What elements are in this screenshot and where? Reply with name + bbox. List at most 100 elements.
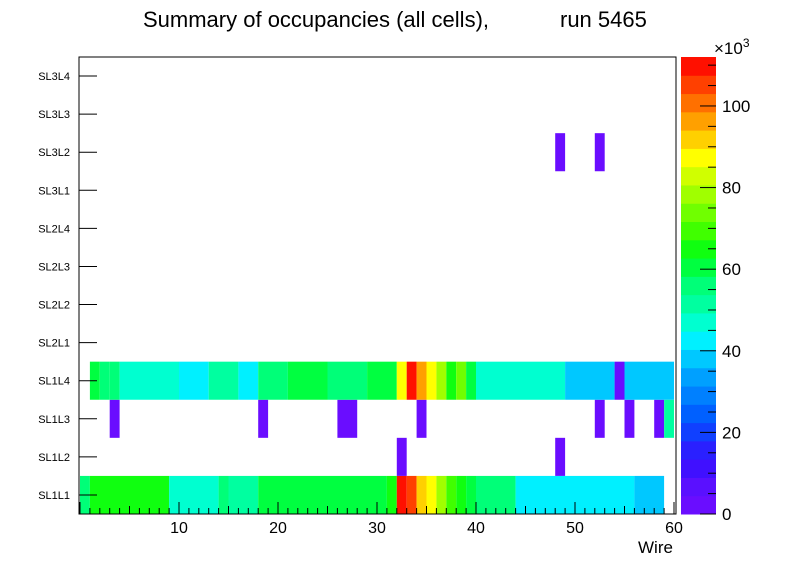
x-tick-label: 40 <box>467 520 485 537</box>
heatmap-cell <box>416 361 427 400</box>
z-tick-label: 40 <box>722 342 741 361</box>
heatmap-cell <box>396 475 407 514</box>
heatmap-cell <box>654 399 665 438</box>
color-scale-band <box>681 75 716 95</box>
heatmap-cell <box>258 399 269 438</box>
heatmap-cell <box>436 361 447 400</box>
color-scale-band <box>681 440 716 460</box>
color-scale-band <box>681 258 716 277</box>
x-axis-label: Wire <box>638 538 673 557</box>
color-scale <box>681 57 716 515</box>
heatmap-cell <box>416 475 427 514</box>
z-tick-label: 20 <box>722 423 741 442</box>
color-scale-band <box>681 349 716 369</box>
heatmap-cell <box>228 475 259 514</box>
heatmap-cell <box>386 475 397 514</box>
x-tick-label: 10 <box>170 520 188 537</box>
heatmap-cell <box>634 475 665 514</box>
y-tick-label: SL2L1 <box>38 338 70 350</box>
z-tick-label: 60 <box>722 260 741 279</box>
heatmap-cell <box>406 361 417 400</box>
heatmap-cell <box>109 361 120 400</box>
y-tick-label: SL2L4 <box>38 223 70 235</box>
heatmap-cell <box>406 475 417 514</box>
heatmap-cell <box>555 437 566 476</box>
heatmap-cell <box>594 133 605 172</box>
plot-frame <box>78 56 677 515</box>
heatmap-cell <box>367 361 397 400</box>
heatmap-cell <box>624 399 635 438</box>
z-tick-label: 100 <box>722 97 750 116</box>
heatmap-cell <box>565 361 615 400</box>
color-scale-band <box>681 203 716 223</box>
heatmap-cells <box>80 133 674 514</box>
heatmap-cell <box>594 399 605 438</box>
heatmap-cell <box>337 399 358 438</box>
color-scale-band <box>681 111 716 131</box>
heatmap-cell <box>446 361 457 400</box>
color-scale-band <box>681 386 716 405</box>
y-axis: SL1L1 SL1L2 SL1L3 SL1L4 SL2L1 SL2L2 SL2L3 SL2L4… <box>38 71 97 502</box>
color-scale-band <box>681 422 716 442</box>
color-scale-band <box>681 148 716 168</box>
y-tick-label: SL3L3 <box>38 109 70 121</box>
heatmap-cell <box>624 361 674 400</box>
z-tick-label: 80 <box>722 179 741 198</box>
y-tick-label: SL1L2 <box>38 452 70 464</box>
color-scale-band <box>681 331 716 350</box>
color-scale-band <box>681 239 716 259</box>
y-tick-label: SL3L2 <box>38 147 70 159</box>
color-scale-band <box>681 404 716 424</box>
color-scale-band <box>681 477 716 497</box>
color-scale-band <box>681 93 716 113</box>
heatmap-cell <box>476 475 516 514</box>
heatmap-cell <box>258 475 387 514</box>
x-axis: 10 20 30 40 50 60 <box>79 502 683 537</box>
color-scale-band <box>681 312 716 332</box>
heatmap-cell <box>99 361 110 400</box>
color-scale-band <box>681 130 716 149</box>
heatmap-cell <box>169 475 219 514</box>
chart-title: Summary of occupancies (all cells), <box>143 7 489 32</box>
y-tick-label: SL2L2 <box>38 300 70 312</box>
color-scale-band <box>681 184 716 204</box>
heatmap-cell <box>446 475 457 514</box>
x-tick-label: 50 <box>566 520 584 537</box>
heatmap-cell <box>456 475 467 514</box>
y-tick-label: SL2L3 <box>38 261 70 273</box>
heatmap-cell <box>208 361 239 400</box>
color-scale-exponent: ×103 <box>714 36 750 58</box>
run-label: run 5465 <box>560 7 647 32</box>
color-scale-band <box>681 221 716 241</box>
heatmap-cell <box>119 361 179 400</box>
y-tick-label: SL1L1 <box>38 490 70 502</box>
color-scale-band <box>681 367 716 387</box>
heatmap-cell <box>109 399 120 438</box>
y-tick-label: SL3L4 <box>38 71 70 83</box>
heatmap-cell <box>476 361 566 400</box>
heatmap-cell <box>555 133 566 172</box>
z-tick-label: 0 <box>722 505 731 524</box>
heatmap-cell <box>426 475 437 514</box>
y-tick-label: SL3L1 <box>38 185 70 197</box>
heatmap-cell <box>218 475 229 514</box>
heatmap-cell <box>179 361 209 400</box>
color-scale-axis: 0 20 40 60 80 100 <box>700 64 750 524</box>
x-tick-label: 20 <box>269 520 287 537</box>
color-scale-band <box>681 294 716 314</box>
heatmap-cell <box>396 437 407 476</box>
heatmap-cell <box>416 399 427 438</box>
heatmap-cell <box>396 361 407 400</box>
heatmap-cell <box>426 361 437 400</box>
heatmap-cell <box>664 399 674 438</box>
x-tick-label: 30 <box>368 520 386 537</box>
y-tick-label: SL1L3 <box>38 414 70 426</box>
color-scale-band <box>681 459 716 478</box>
heatmap-cell <box>466 361 476 400</box>
color-scale-band <box>681 276 716 296</box>
heatmap-cell <box>436 475 447 514</box>
color-scale-band <box>681 57 716 76</box>
heatmap-cell <box>258 361 288 400</box>
heatmap-cell <box>614 361 625 400</box>
